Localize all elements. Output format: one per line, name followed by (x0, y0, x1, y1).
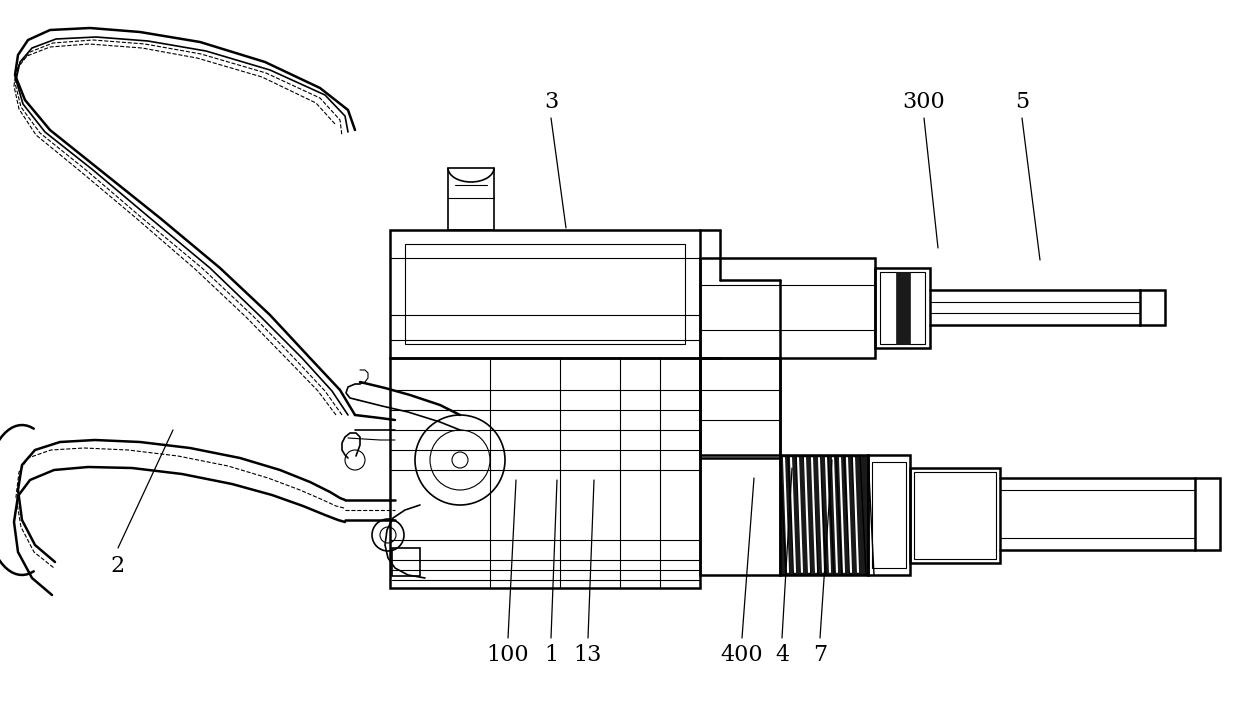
Bar (868, 455, 910, 575)
Bar (1140, 290, 1166, 325)
Text: 4: 4 (775, 644, 789, 666)
Bar (880, 272, 925, 344)
Bar (872, 462, 906, 568)
Text: 300: 300 (903, 91, 945, 113)
Bar (701, 455, 780, 575)
Text: 100: 100 (486, 644, 529, 666)
Bar (1195, 478, 1220, 550)
Bar (910, 468, 999, 563)
Bar (392, 548, 420, 576)
Bar (897, 272, 910, 344)
Bar (448, 168, 494, 230)
Bar (391, 230, 701, 358)
Text: 13: 13 (574, 644, 603, 666)
Text: 400: 400 (720, 644, 764, 666)
Bar (701, 358, 780, 458)
Circle shape (453, 452, 467, 468)
Bar (875, 268, 930, 348)
Text: 7: 7 (813, 644, 827, 666)
Bar (405, 244, 684, 344)
Text: 1: 1 (544, 644, 558, 666)
Bar (914, 472, 996, 559)
Bar (780, 455, 868, 575)
Text: 3: 3 (544, 91, 558, 113)
Text: 2: 2 (110, 555, 125, 577)
Bar (701, 258, 875, 358)
Bar (391, 358, 701, 588)
Text: 5: 5 (1014, 91, 1029, 113)
